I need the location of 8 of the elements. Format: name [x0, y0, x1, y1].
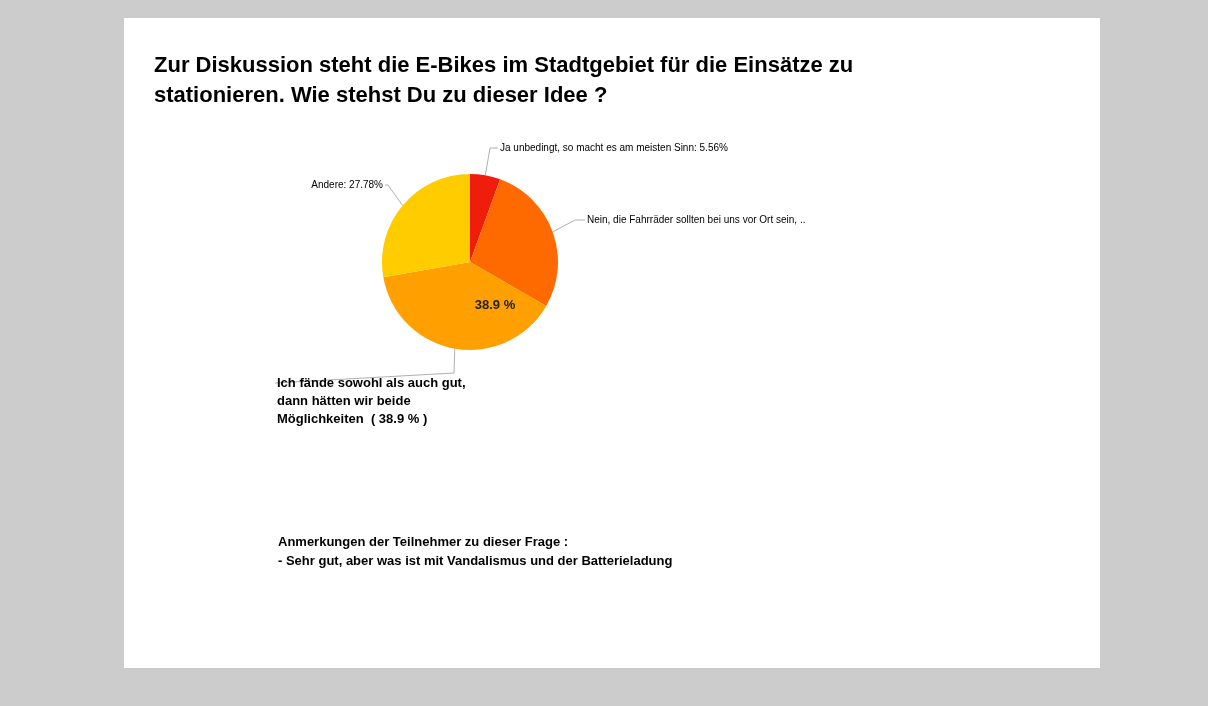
- slice-label: Ich fände sowohl als auch gut, dann hätten wir beide Möglichkeiten ( 38.9 % ): [277, 374, 466, 426]
- chart-title: Zur Diskussion steht die E-Bikes im Stadtgebiet für die Einsätze zu stationieren. Wie stehst Du zu dieser Idee ?: [154, 51, 855, 109]
- slice-label: Ja unbedingt, so macht es am meisten Sinn: 5.56%: [500, 141, 729, 153]
- text: - Sehr gut, aber was ist mit Vandalismus und der Batterieladung: [278, 552, 673, 570]
- data-label: 38.9 %: [474, 296, 516, 312]
- slice-label: Nein, die Fahrräder sollten bei uns vor Ort sein, ..: [587, 213, 806, 225]
- slice-label: Andere: 27.78%: [311, 178, 384, 190]
- text: Anmerkungen der Teilnehmer zu dieser Frage :: [278, 533, 570, 551]
